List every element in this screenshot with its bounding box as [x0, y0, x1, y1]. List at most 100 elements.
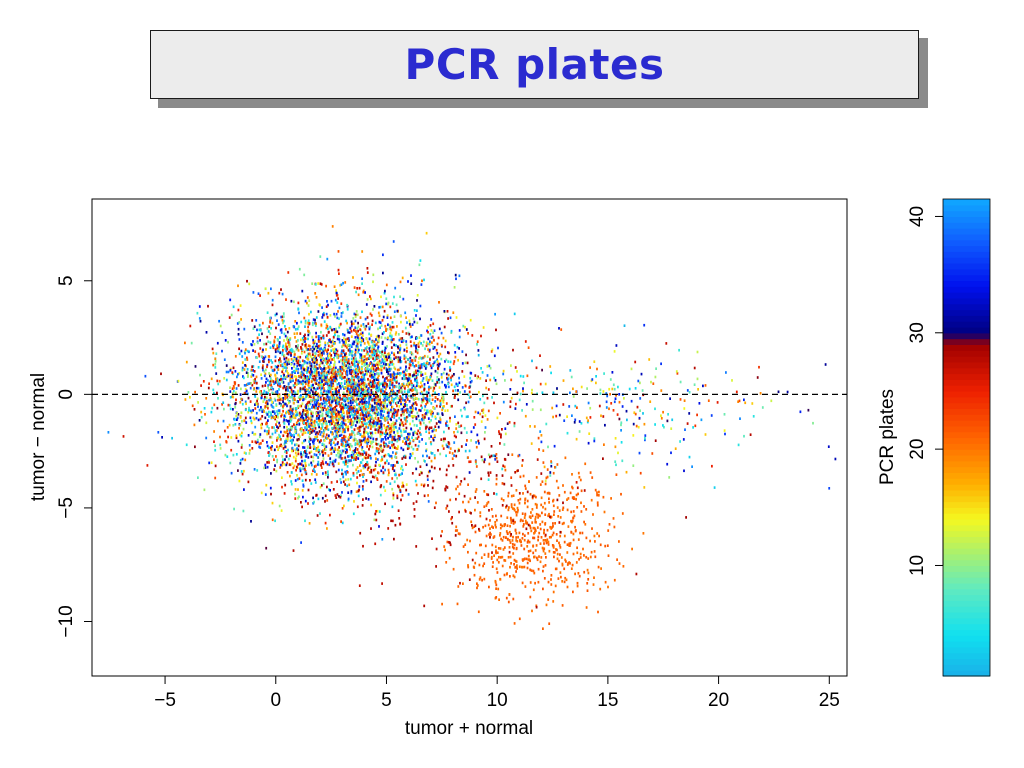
- data-point: [349, 350, 351, 353]
- data-point: [362, 488, 364, 491]
- data-point: [361, 365, 363, 369]
- data-point: [392, 421, 395, 424]
- data-point: [420, 283, 423, 286]
- data-point: [315, 379, 318, 382]
- data-point: [406, 407, 409, 411]
- data-point: [327, 303, 329, 307]
- data-point: [355, 344, 358, 348]
- data-point: [453, 431, 455, 434]
- data-point: [400, 386, 403, 390]
- data-point: [357, 293, 360, 297]
- data-point: [454, 389, 457, 392]
- data-point: [274, 335, 276, 339]
- data-point: [281, 363, 284, 366]
- data-point: [392, 240, 395, 243]
- data-point: [252, 374, 255, 377]
- data-point: [453, 396, 456, 399]
- data-point: [362, 423, 364, 427]
- data-point: [283, 357, 286, 361]
- data-point: [354, 412, 356, 416]
- data-point: [281, 292, 284, 296]
- data-point: [405, 340, 408, 343]
- data-point: [405, 395, 408, 398]
- data-point: [274, 519, 276, 523]
- data-point: [347, 364, 350, 367]
- data-point: [415, 371, 418, 375]
- data-point: [313, 374, 316, 378]
- data-point: [232, 424, 235, 427]
- data-point: [304, 470, 307, 474]
- data-point: [385, 391, 388, 395]
- data-point: [247, 396, 250, 400]
- data-point: [361, 473, 364, 476]
- data-point: [311, 323, 314, 327]
- data-point: [338, 402, 341, 405]
- data-point: [219, 324, 222, 328]
- data-point: [245, 389, 248, 393]
- data-point: [372, 373, 374, 377]
- data-point: [332, 464, 335, 468]
- data-point: [270, 403, 273, 407]
- data-point: [107, 431, 110, 434]
- data-point: [316, 361, 318, 364]
- data-point: [417, 414, 420, 418]
- data-point: [412, 447, 415, 451]
- data-point: [401, 407, 404, 411]
- data-point: [243, 488, 245, 491]
- data-point: [307, 422, 310, 426]
- data-point: [370, 333, 372, 337]
- data-point: [466, 361, 469, 365]
- data-point: [353, 362, 356, 365]
- data-point: [469, 318, 472, 322]
- data-point: [364, 408, 367, 411]
- data-point: [272, 344, 274, 348]
- data-point: [340, 443, 343, 446]
- data-point: [358, 413, 361, 417]
- data-point: [293, 365, 295, 369]
- data-point: [386, 316, 389, 319]
- data-point: [315, 356, 317, 360]
- data-point: [266, 425, 269, 428]
- data-point: [335, 432, 337, 435]
- data-point: [400, 498, 402, 502]
- data-point: [329, 438, 331, 442]
- data-point: [337, 268, 340, 272]
- data-point: [290, 347, 293, 351]
- data-point: [388, 398, 390, 402]
- data-point: [295, 375, 298, 379]
- data-point: [355, 369, 358, 373]
- data-point: [318, 425, 320, 429]
- data-point: [330, 371, 333, 374]
- data-point: [223, 407, 225, 411]
- data-point: [362, 466, 365, 470]
- data-point: [332, 336, 335, 339]
- data-point: [324, 473, 327, 476]
- data-point: [445, 358, 448, 362]
- data-point: [413, 356, 416, 360]
- data-point: [329, 410, 332, 413]
- data-point: [300, 388, 303, 391]
- data-point: [373, 518, 376, 522]
- data-point: [232, 305, 235, 309]
- data-point: [287, 352, 290, 356]
- data-point: [364, 456, 367, 460]
- data-point: [354, 326, 357, 329]
- data-point: [383, 309, 386, 313]
- data-point: [281, 463, 283, 467]
- data-point: [513, 424, 516, 428]
- data-point: [384, 382, 387, 385]
- data-point: [372, 468, 375, 472]
- data-point: [420, 342, 422, 345]
- data-point: [301, 359, 304, 363]
- data-point: [372, 273, 375, 277]
- data-point: [321, 442, 324, 446]
- data-point: [306, 348, 309, 352]
- data-point: [312, 377, 315, 381]
- data-point: [395, 419, 398, 422]
- data-point: [413, 423, 416, 427]
- data-point: [361, 396, 363, 400]
- data-point: [257, 405, 259, 408]
- data-point: [298, 311, 300, 315]
- data-point: [293, 356, 296, 359]
